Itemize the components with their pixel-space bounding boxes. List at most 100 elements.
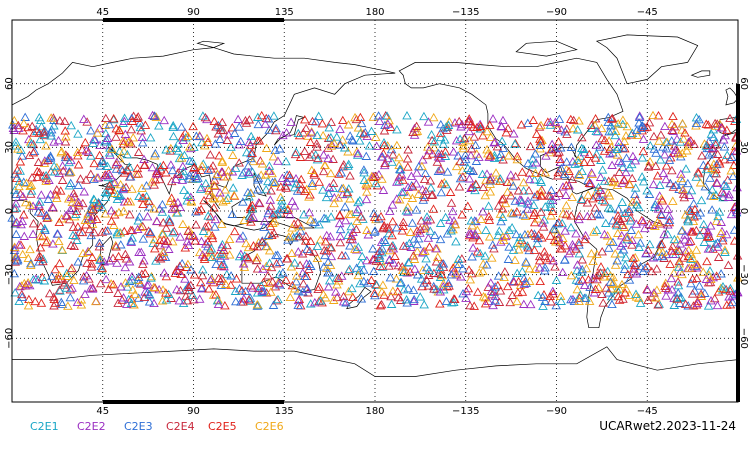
occultation-marker: [483, 201, 494, 210]
occultation-marker: [352, 216, 362, 225]
occultation-marker: [433, 166, 444, 175]
occultation-marker: [546, 297, 556, 306]
occultation-marker: [583, 190, 593, 199]
occultation-marker: [266, 186, 276, 195]
occultation-marker: [18, 191, 28, 201]
occultation-marker: [83, 247, 94, 256]
occultation-marker: [455, 156, 465, 166]
occultation-marker: [41, 210, 52, 220]
occultation-marker: [229, 128, 240, 137]
occultation-marker: [669, 300, 680, 309]
occultation-marker: [273, 156, 283, 165]
occultation-marker: [403, 145, 413, 154]
occultation-marker: [553, 233, 564, 242]
occultation-marker: [62, 271, 72, 280]
occultation-marker: [56, 147, 66, 157]
occultation-marker: [275, 144, 285, 153]
occultation-marker: [321, 192, 332, 202]
occultation-marker: [568, 115, 579, 125]
occultation-marker: [413, 189, 424, 198]
occultation-marker: [711, 137, 721, 146]
occultation-marker: [184, 231, 195, 240]
occultation-marker: [307, 178, 317, 187]
occultation-marker: [20, 197, 31, 207]
occultation-marker: [663, 204, 673, 213]
occultation-marker: [727, 152, 737, 161]
occultation-marker: [569, 296, 580, 306]
occultation-marker: [217, 157, 228, 166]
occultation-marker: [661, 161, 672, 170]
occultation-marker: [640, 223, 650, 233]
occultation-marker: [180, 243, 191, 252]
occultation-marker: [624, 179, 635, 188]
occultation-marker: [269, 228, 279, 238]
occultation-marker: [446, 198, 457, 207]
occultation-marker: [497, 136, 507, 145]
occultation-marker: [655, 180, 665, 189]
occultation-marker: [637, 153, 648, 162]
occultation-marker: [162, 236, 173, 245]
occultation-marker: [151, 112, 162, 121]
occultation-marker: [46, 131, 56, 140]
occultation-marker: [394, 152, 404, 162]
occultation-marker: [168, 227, 178, 237]
occultation-marker: [712, 119, 722, 128]
occultation-marker: [253, 119, 264, 129]
occultation-marker: [573, 155, 583, 164]
occultation-marker: [345, 171, 355, 180]
occultation-marker: [571, 275, 582, 284]
occultation-marker: [405, 227, 416, 236]
occultation-marker: [703, 226, 713, 236]
occultation-marker: [18, 210, 29, 219]
occultation-marker: [119, 146, 129, 155]
occultation-marker: [329, 138, 340, 147]
occultation-marker: [431, 243, 441, 253]
occultation-marker: [435, 128, 446, 137]
occultation-marker: [33, 157, 44, 166]
occultation-marker: [191, 174, 202, 183]
occultation-marker: [485, 132, 496, 141]
occultation-marker: [373, 111, 384, 120]
occultation-marker: [52, 193, 62, 203]
occultation-marker: [109, 210, 120, 219]
occultation-marker: [325, 231, 336, 241]
occultation-marker: [659, 149, 670, 159]
occultation-marker: [77, 144, 87, 154]
occultation-marker: [106, 216, 117, 225]
occultation-marker: [634, 293, 644, 302]
occultation-marker: [312, 253, 323, 263]
occultation-marker: [127, 271, 137, 281]
occultation-marker: [332, 292, 342, 302]
occultation-marker: [533, 230, 544, 239]
occultation-marker: [184, 170, 195, 180]
occultation-marker: [616, 158, 627, 167]
occultation-marker: [588, 256, 598, 266]
occultation-marker: [345, 194, 355, 203]
occultation-marker: [234, 122, 244, 131]
occultation-marker: [566, 142, 577, 151]
occultation-marker: [470, 140, 481, 149]
occultation-marker: [701, 141, 712, 150]
occultation-marker: [642, 185, 652, 195]
occultation-marker: [655, 219, 665, 228]
occultation-marker: [17, 151, 27, 160]
occultation-marker: [228, 150, 238, 159]
occultation-marker: [361, 151, 372, 160]
lat-tick-label-left: −60: [4, 328, 15, 349]
occultation-marker: [691, 118, 702, 128]
occultation-marker: [61, 132, 71, 141]
occultation-marker: [614, 167, 625, 177]
occultation-marker: [115, 179, 126, 189]
occultation-marker: [94, 150, 105, 160]
occultation-marker: [624, 204, 634, 213]
occultation-marker: [39, 127, 49, 136]
occultation-marker: [314, 177, 324, 186]
occultation-marker: [35, 134, 45, 144]
occultation-marker: [46, 127, 56, 137]
occultation-marker: [137, 221, 148, 231]
occultation-marker: [220, 185, 231, 194]
occultation-marker: [261, 143, 272, 152]
occultation-marker: [217, 156, 228, 165]
occultation-marker: [224, 234, 235, 244]
occultation-marker: [568, 123, 578, 133]
